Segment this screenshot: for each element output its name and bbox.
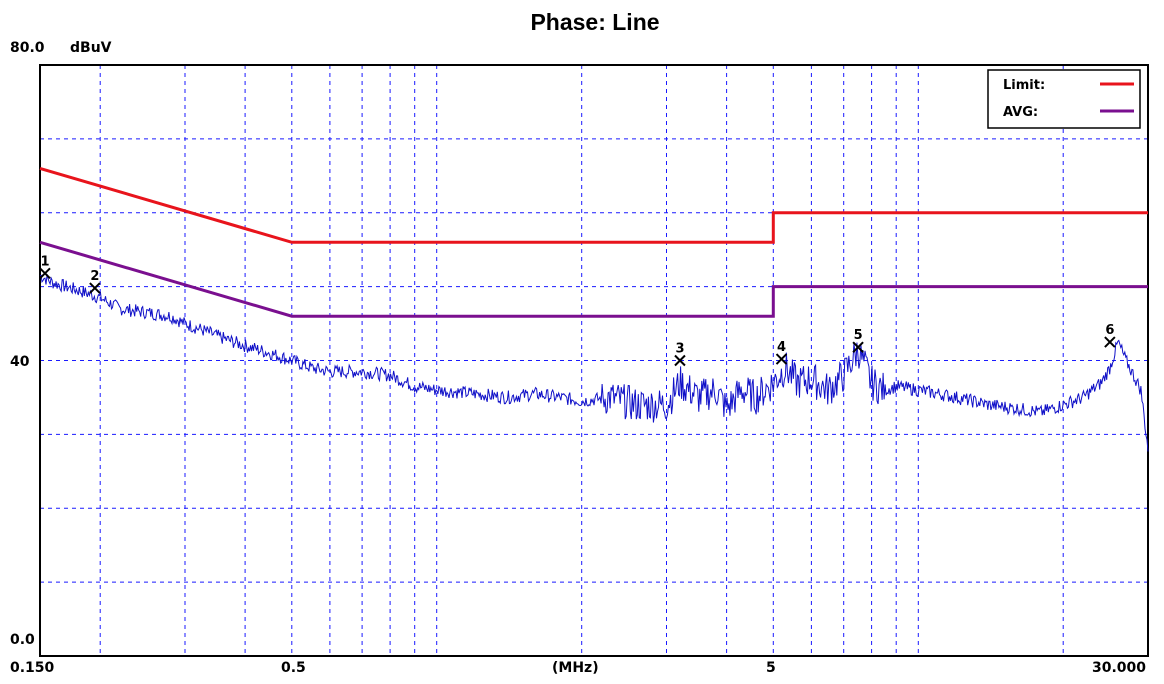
marker-x-3 (674, 354, 686, 367)
chart-title: Phase: Line (530, 9, 659, 35)
marker-label-5: 5 (854, 328, 863, 343)
y-axis-unit: dBuV (70, 40, 112, 56)
measurement-trace (39, 274, 1149, 452)
series-group (39, 166, 1149, 452)
legend: Limit: AVG: (987, 69, 1141, 129)
legend-label-limit: Limit: (1003, 78, 1045, 93)
x-tick-start: 0.150 (10, 660, 55, 676)
legend-box (987, 69, 1141, 129)
marker-label-1: 1 (40, 254, 49, 269)
legend-label-avg: AVG: (1003, 105, 1038, 120)
limit-line (39, 166, 1148, 244)
marker-x-6 (1104, 336, 1116, 348)
marker-group: 1 2 3 4 5 6 (39, 254, 1116, 367)
marker-x-1 (39, 267, 51, 280)
plot-frame (39, 64, 1149, 657)
y-tick-mid: 40 (10, 354, 30, 370)
marker-label-4: 4 (777, 340, 786, 355)
x-tick-5: 5 (766, 660, 776, 676)
y-tick-min: 0.0 (10, 632, 35, 648)
avg-line (39, 240, 1148, 318)
marker-x-4 (775, 353, 788, 365)
x-tick-end: 30.000 (1092, 660, 1146, 676)
y-tick-max: 80.0 (10, 40, 45, 56)
marker-label-6: 6 (1105, 323, 1114, 338)
marker-label-3: 3 (675, 342, 684, 357)
marker-label-2: 2 (90, 269, 99, 284)
marker-x-2 (89, 282, 101, 294)
grid (40, 65, 1148, 656)
x-tick-0-5: 0.5 (281, 660, 306, 676)
x-axis-unit: (MHz) (552, 660, 599, 676)
marker-x-5 (852, 341, 864, 353)
